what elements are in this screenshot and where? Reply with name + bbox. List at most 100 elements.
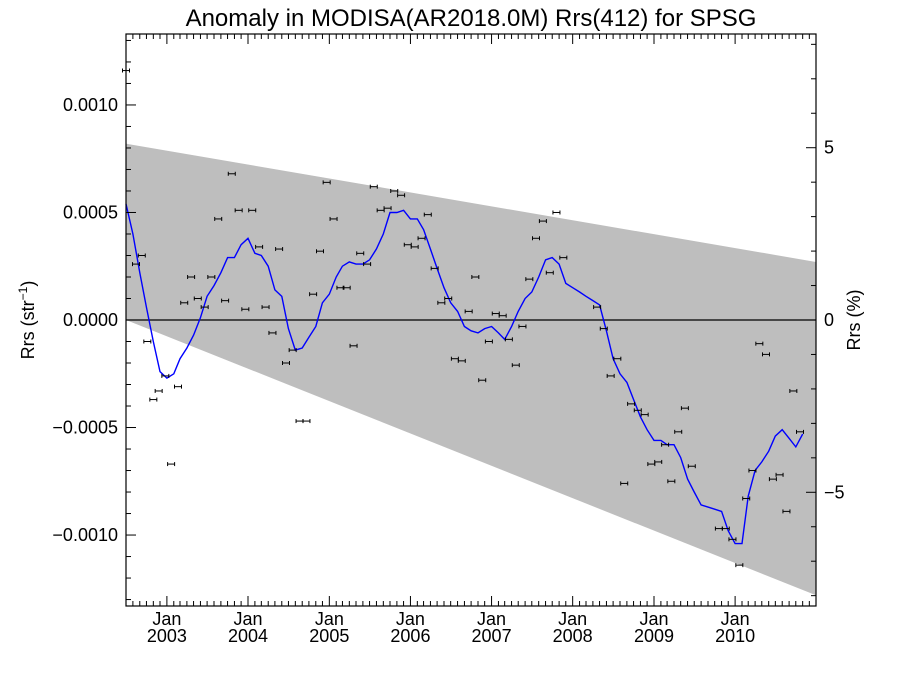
y-left-tick-label: −0.0010 xyxy=(52,525,118,545)
data-point xyxy=(613,356,622,361)
data-point xyxy=(241,307,250,312)
y-left-tick-label: −0.0005 xyxy=(52,418,118,438)
data-point xyxy=(248,208,257,213)
data-point xyxy=(329,216,338,221)
data-point xyxy=(369,184,378,189)
x-tick-label-month: Jan xyxy=(558,609,587,629)
data-point xyxy=(504,337,513,342)
y-left-tick-label: 0.0000 xyxy=(63,310,118,330)
data-point xyxy=(180,300,189,305)
data-point xyxy=(316,249,324,254)
data-point xyxy=(356,251,365,256)
x-tick-label-month: Jan xyxy=(233,609,262,629)
data-point xyxy=(789,388,798,393)
data-point xyxy=(275,247,284,252)
uncertainty-band xyxy=(126,143,816,596)
data-point xyxy=(149,397,158,402)
data-point xyxy=(796,429,804,434)
data-point xyxy=(167,462,176,467)
y-right-tick-label: 5 xyxy=(824,138,834,158)
data-point xyxy=(383,206,392,211)
plot-area xyxy=(122,68,816,596)
data-point xyxy=(633,408,642,413)
data-point xyxy=(214,216,223,221)
x-tick-label-year: 2009 xyxy=(634,626,674,646)
y-left-tick-label: 0.0005 xyxy=(63,202,118,222)
data-point xyxy=(390,188,399,193)
data-point xyxy=(154,388,163,393)
data-point xyxy=(627,401,636,406)
data-point xyxy=(599,326,608,331)
data-point xyxy=(221,298,230,303)
data-point xyxy=(457,358,466,363)
x-tick-label-month: Jan xyxy=(477,609,506,629)
data-point xyxy=(768,477,777,482)
data-point xyxy=(207,274,216,279)
data-point xyxy=(349,343,358,348)
x-tick-label-year: 2004 xyxy=(228,626,268,646)
x-tick-label-year: 2005 xyxy=(309,626,349,646)
x-tick-label-year: 2003 xyxy=(147,626,187,646)
data-point xyxy=(423,212,432,217)
data-point xyxy=(234,208,243,213)
data-point xyxy=(593,305,602,310)
data-point xyxy=(444,296,453,301)
data-point xyxy=(559,255,568,260)
data-point xyxy=(721,526,730,531)
x-tick-label-year: 2010 xyxy=(715,626,755,646)
data-point xyxy=(478,378,487,383)
x-tick-label-month: Jan xyxy=(315,609,344,629)
x-tick-label-year: 2006 xyxy=(390,626,430,646)
data-point xyxy=(471,274,480,279)
data-point xyxy=(282,361,290,366)
data-point xyxy=(538,219,547,224)
data-point xyxy=(132,262,140,267)
data-point xyxy=(525,277,534,282)
data-point xyxy=(742,496,751,501)
data-point xyxy=(417,236,426,241)
data-point xyxy=(410,244,419,249)
data-point xyxy=(674,429,683,434)
data-point xyxy=(511,363,520,368)
y-right-tick-label: 0 xyxy=(824,310,834,330)
data-point xyxy=(620,481,629,486)
data-point xyxy=(143,339,152,344)
data-point xyxy=(484,339,493,344)
data-point xyxy=(748,468,757,473)
y-axis-right-label: Rrs (%) xyxy=(844,290,864,351)
data-point xyxy=(782,509,791,514)
chart-title: Anomaly in MODISA(AR2018.0M) Rrs(412) fo… xyxy=(186,5,757,32)
data-point xyxy=(302,419,311,424)
y-right-tick-label: −5 xyxy=(824,482,845,502)
data-point xyxy=(137,253,146,258)
data-point xyxy=(288,348,297,353)
data-point xyxy=(552,210,561,215)
data-point xyxy=(775,472,784,477)
data-point xyxy=(322,180,331,185)
data-point xyxy=(342,285,351,290)
data-point xyxy=(437,300,446,305)
data-point xyxy=(255,244,264,249)
x-tick-label-year: 2008 xyxy=(553,626,593,646)
data-point xyxy=(397,193,406,198)
data-point xyxy=(261,305,270,310)
data-point xyxy=(187,274,196,279)
x-tick-label-month: Jan xyxy=(639,609,668,629)
x-tick-label-month: Jan xyxy=(721,609,750,629)
data-point xyxy=(680,406,689,411)
data-point xyxy=(661,442,670,447)
data-point xyxy=(227,171,236,176)
data-point xyxy=(268,330,277,335)
x-tick-label-month: Jan xyxy=(152,609,181,629)
data-point xyxy=(640,412,649,417)
y-left-tick-label: 0.0010 xyxy=(63,95,118,115)
data-point xyxy=(755,341,764,346)
running-mean-line xyxy=(125,203,804,545)
x-tick-label-month: Jan xyxy=(396,609,425,629)
data-point xyxy=(532,236,540,241)
data-point xyxy=(654,459,663,464)
data-point xyxy=(667,479,676,484)
data-point xyxy=(430,266,439,271)
data-point xyxy=(363,262,372,267)
